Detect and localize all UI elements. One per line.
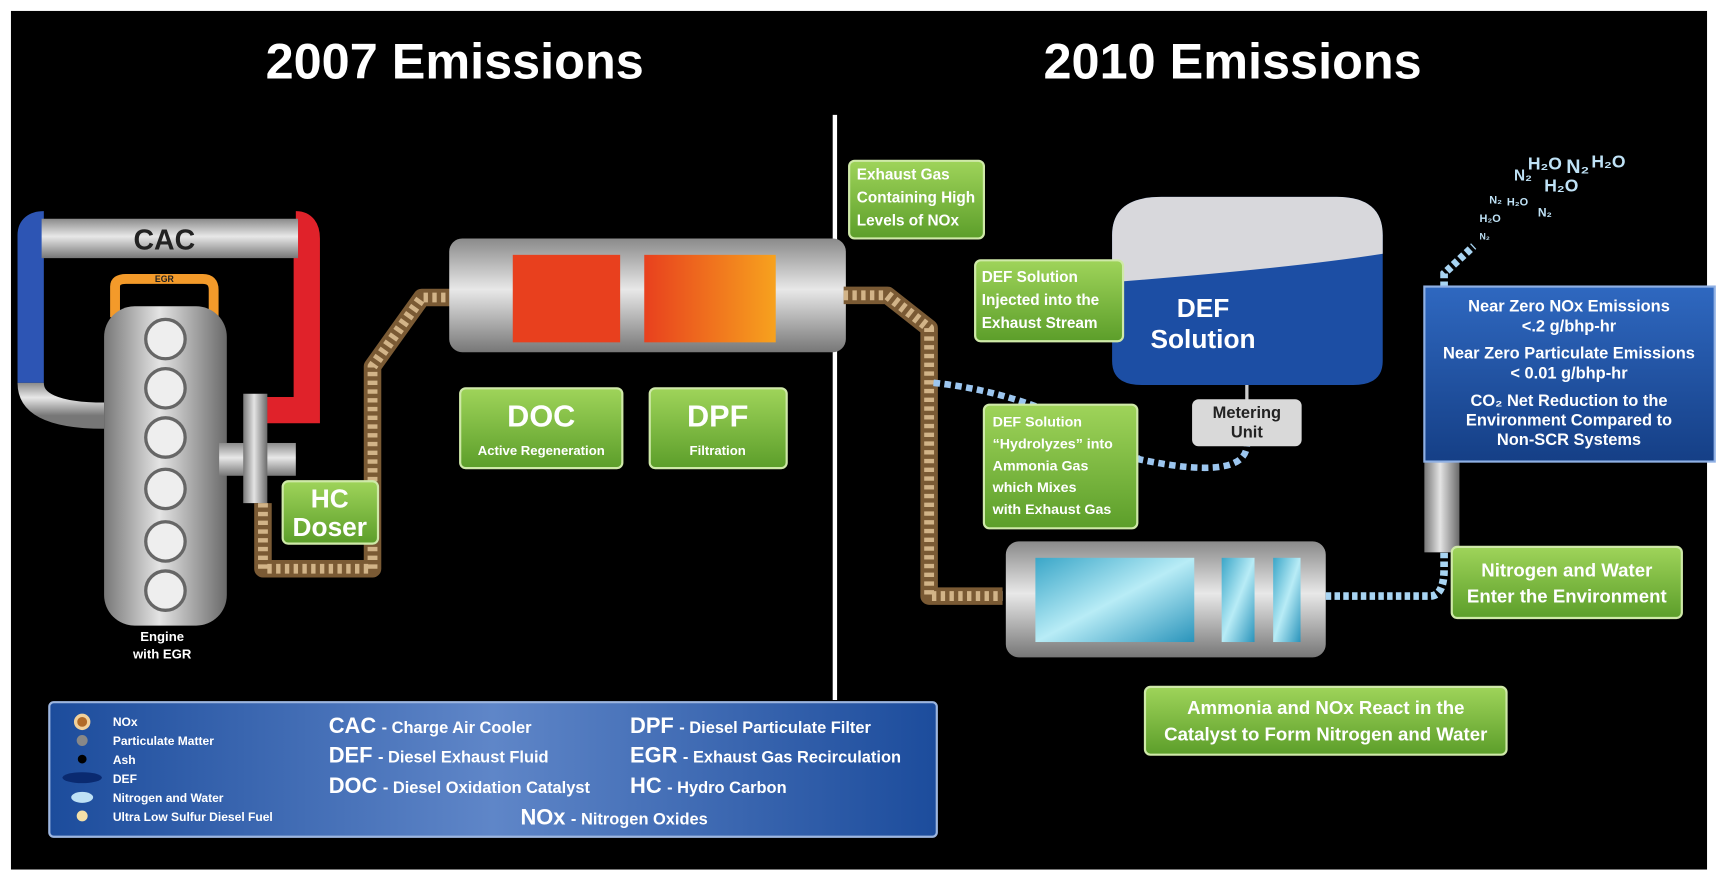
legend-label: Ultra Low Sulfur Diesel Fuel <box>113 810 273 824</box>
scr-core <box>1035 558 1194 642</box>
def-tank-label: Solution <box>1150 324 1255 354</box>
doc-core <box>513 255 620 343</box>
engine-label: Engine <box>140 629 184 644</box>
def-injected-label: Injected into the <box>982 292 1100 309</box>
emissions-label: <.2 g/bhp-hr <box>1522 317 1617 335</box>
hydrolyzes-label: which Mixes <box>992 480 1077 496</box>
hydrolyzes-label: with Exhaust Gas <box>992 502 1112 518</box>
abbreviation-term: DEF <box>329 742 373 767</box>
abbreviation-meaning: - Diesel Oxidation Catalyst <box>383 779 591 797</box>
dpf-core <box>644 255 775 343</box>
abbreviation-meaning: - Hydro Carbon <box>667 779 787 797</box>
exhaust-gas-label: Levels of NOx <box>857 212 960 229</box>
abbreviation-meaning: - Diesel Particulate Filter <box>679 719 871 737</box>
legend-icon-nox <box>76 715 89 728</box>
hc-doser-label: HC <box>311 484 349 514</box>
nitrogen-water-label: Nitrogen and Water <box>1481 559 1652 580</box>
molecule: N₂ <box>1480 232 1490 242</box>
page: 2007 Emissions 2010 Emissions CAC EGR Engine… <box>0 0 1718 875</box>
emissions-label: Environment Compared to <box>1466 411 1672 429</box>
title: 2010 Emissions <box>1044 33 1422 90</box>
emissions-label: Near Zero NOx Emissions <box>1468 298 1670 316</box>
ammonia-react-label: Catalyst to Form Nitrogen and Water <box>1164 723 1487 744</box>
metering-label: Metering <box>1213 404 1281 422</box>
dpf-subtitle: Filtration <box>690 443 746 458</box>
legend-label: Ash <box>113 753 136 767</box>
cylinder <box>146 522 185 561</box>
abbreviation-meaning: - Charge Air Cooler <box>382 719 533 737</box>
hydrolyzes-label: “Hydrolyzes” into <box>993 436 1114 452</box>
emissions-label: CO₂ Net Reduction to the <box>1470 392 1667 410</box>
molecule: N₂ <box>1538 206 1552 220</box>
abbreviation-meaning: - Diesel Exhaust Fluid <box>378 748 549 766</box>
ammonia-react-label: Ammonia and NOx React in the <box>1187 697 1464 718</box>
hc-doser-label: Doser <box>293 512 368 542</box>
molecule: N₂ <box>1489 194 1502 206</box>
abbreviation-term: DOC <box>329 773 378 798</box>
exhaust-gas-label: Exhaust Gas <box>857 166 950 183</box>
cylinder <box>146 369 185 408</box>
metering-label: Unit <box>1231 424 1263 442</box>
emissions-label: < 0.01 g/bhp-hr <box>1510 364 1628 382</box>
legend-icon-pm <box>77 735 88 746</box>
legend-label: Particulate Matter <box>113 734 214 748</box>
legend-icon-fuel <box>77 810 88 821</box>
abbreviation-meaning: - Exhaust Gas Recirculation <box>683 748 901 766</box>
legend-label: NOx <box>113 715 138 729</box>
legend-icon-water <box>71 792 93 803</box>
def-injected-label: DEF Solution <box>982 269 1078 286</box>
dpf-title: DPF <box>687 400 748 434</box>
abbreviation-term: HC <box>630 773 662 798</box>
nitrogen-water-box <box>1452 547 1682 618</box>
doc-title: DOC <box>507 400 575 434</box>
engine-label: with EGR <box>132 646 192 661</box>
title: 2007 Emissions <box>266 33 644 90</box>
scr-core <box>1222 558 1255 642</box>
cylinder <box>146 469 185 508</box>
scr-core <box>1273 558 1300 642</box>
emissions-label: Non-SCR Systems <box>1497 431 1641 449</box>
nitrogen-water-label: Enter the Environment <box>1467 586 1667 607</box>
hydrolyzes-label: Ammonia Gas <box>993 458 1089 474</box>
def-injected-label: Exhaust Stream <box>982 315 1098 332</box>
cylinder <box>146 418 185 457</box>
legend-icon-ash <box>78 755 87 764</box>
emissions-label: Near Zero Particulate Emissions <box>1443 345 1695 363</box>
molecule: H₂O <box>1528 154 1562 174</box>
molecule: H₂O <box>1544 175 1578 195</box>
exhaust-gas-label: Containing High <box>857 189 975 206</box>
legend-icon-def <box>62 772 101 783</box>
diagram: 2007 Emissions 2010 Emissions CAC EGR Engine… <box>0 0 1718 875</box>
hydrolyzes-label: DEF Solution <box>993 415 1082 431</box>
cylinder <box>146 319 185 358</box>
cylinder <box>146 571 185 610</box>
legend-label: Nitrogen and Water <box>113 791 224 805</box>
abbreviation-term: EGR <box>630 742 678 767</box>
cac-label: CAC <box>133 224 195 256</box>
molecule: H₂O <box>1507 197 1529 209</box>
abbreviation-meaning: - Nitrogen Oxides <box>571 811 708 829</box>
egr-label: EGR <box>155 274 175 284</box>
abbreviation-term: CAC <box>329 713 377 738</box>
molecule: H₂O <box>1591 151 1625 171</box>
doc-subtitle: Active Regeneration <box>478 443 605 458</box>
turbo <box>243 394 267 503</box>
molecule: H₂O <box>1479 213 1501 225</box>
legend-label: DEF <box>113 772 137 786</box>
abbreviation-term: NOx <box>520 805 565 830</box>
def-tank-label: DEF <box>1177 293 1230 323</box>
abbreviation-term: DPF <box>630 713 674 738</box>
